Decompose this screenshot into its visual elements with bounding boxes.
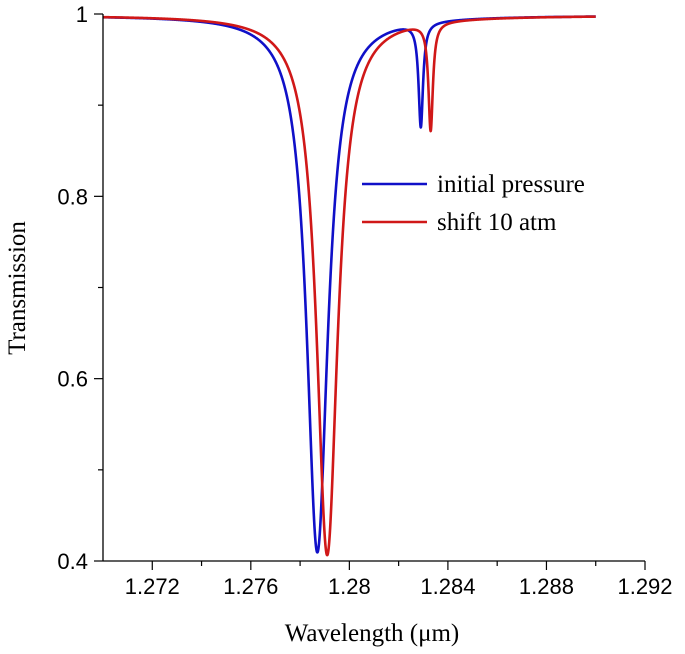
y-axis-title: Transmission [4, 221, 31, 355]
x-tick-label: 1.272 [125, 574, 180, 599]
legend: initial pressure shift 10 atm [362, 171, 585, 236]
series-line-initial-pressure [101, 15, 597, 554]
y-tick-label: 0.8 [57, 184, 88, 209]
y-tick-label: 1 [76, 2, 88, 27]
x-tick-label: 1.292 [617, 574, 672, 599]
y-tick-label: 0.6 [57, 367, 88, 392]
legend-label-initial-pressure: initial pressure [437, 171, 585, 198]
y-tick-label: 0.4 [57, 549, 88, 574]
x-tick-label: 1.288 [519, 574, 574, 599]
legend-label-shift-10-atm: shift 10 atm [437, 209, 557, 236]
series-layer [101, 15, 597, 557]
x-tick-label: 1.284 [420, 574, 475, 599]
series-line-shift-10-atm [101, 15, 597, 557]
x-tick-label: 1.28 [328, 574, 371, 599]
x-axis-title: Wavelength (μm) [285, 620, 460, 647]
x-tick-label: 1.276 [223, 574, 278, 599]
ticks-layer: 1.272 1.276 1.28 1.284 1.288 1.292 0.4 0.6 0.8 1 [57, 2, 672, 599]
